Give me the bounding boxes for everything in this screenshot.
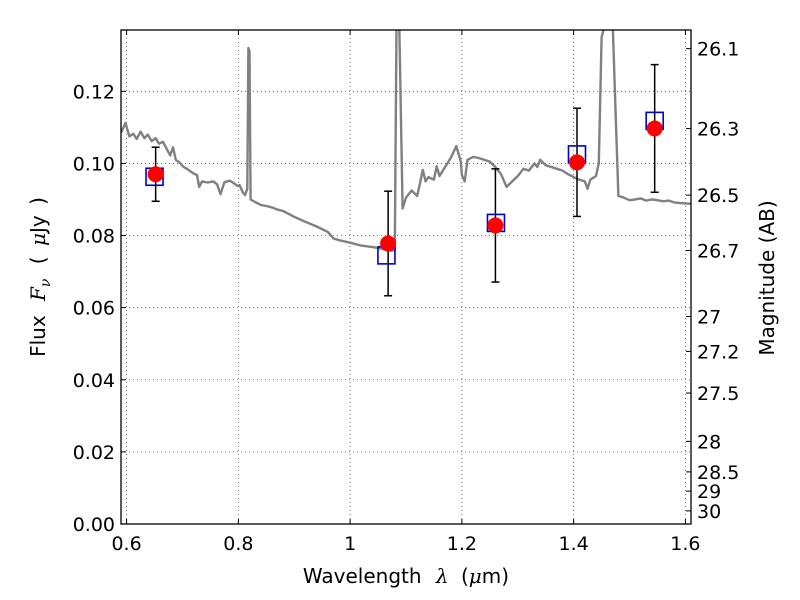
observed-point bbox=[569, 154, 585, 171]
y-axis-label-unit-rest: Jy bbox=[26, 215, 50, 235]
y-tick-label: 0.02 bbox=[73, 442, 115, 464]
svg-text:Flux Fν ( μJ: Flux Fν ( μJy ) bbox=[26, 197, 55, 357]
x-axis-label-unit-mu: μ bbox=[469, 564, 482, 588]
y2-axis-label: Magnitude (AB) bbox=[755, 200, 779, 355]
y-axis-label-unit-mu: μ bbox=[26, 233, 50, 246]
y2-tick-label: 26.3 bbox=[697, 119, 739, 141]
x-tick-label: 0.6 bbox=[111, 533, 141, 555]
y2-tick-label: 27.5 bbox=[697, 383, 739, 405]
x-axis-label-unit-open: ( bbox=[461, 564, 469, 588]
y2-tick-label: 28 bbox=[697, 431, 721, 453]
observed-point bbox=[380, 235, 397, 252]
y2-tick-label: 27.2 bbox=[697, 341, 739, 363]
observed-point bbox=[487, 217, 504, 234]
x-tick-label: 1 bbox=[344, 533, 356, 555]
y-tick-label: 0.04 bbox=[73, 370, 115, 392]
y-axis-label-prefix: Flux bbox=[26, 315, 50, 357]
x-axis-label-prefix: Wavelength bbox=[303, 564, 422, 588]
x-axis-label: Wavelength λ (μm) bbox=[303, 564, 509, 588]
y2-tick-label: 27 bbox=[697, 306, 721, 328]
y-axis-label: Flux Fν ( μJy ) bbox=[26, 197, 55, 357]
x-tick-label: 1.4 bbox=[559, 533, 589, 555]
y-axis-label-unit-close: ) bbox=[26, 197, 50, 205]
x-tick-label: 0.8 bbox=[223, 533, 253, 555]
observed-point bbox=[147, 166, 164, 183]
y2-tick-label: 28.5 bbox=[697, 462, 739, 484]
x-axis-label-unit-rest: m) bbox=[482, 564, 509, 588]
observed-flux-markers bbox=[147, 120, 663, 252]
y2-tick-label: 26.5 bbox=[697, 185, 739, 207]
y-tick-label: 0.06 bbox=[73, 298, 115, 320]
y-axis-label-unit-open: ( bbox=[26, 256, 50, 264]
model-spectrum bbox=[121, 30, 691, 252]
observed-point bbox=[646, 120, 663, 137]
y-axis-label-subscript: ν bbox=[38, 278, 54, 287]
y2-tick-label: 29 bbox=[697, 481, 721, 503]
y2-tick-label: 30 bbox=[697, 501, 721, 523]
y-axis-label-symbol: F bbox=[26, 286, 50, 302]
x-tick-label: 1.6 bbox=[670, 533, 700, 555]
y-tick-label: 0.08 bbox=[73, 226, 115, 248]
spectrum-line bbox=[121, 30, 691, 252]
x-axis-label-symbol: λ bbox=[435, 564, 449, 588]
y2-tick-label: 26.7 bbox=[697, 240, 739, 262]
plot-area bbox=[121, 30, 691, 524]
x-tick-label: 1.2 bbox=[447, 533, 477, 555]
y2-tick-label: 26.1 bbox=[697, 39, 739, 61]
plot-frame bbox=[120, 29, 692, 525]
y-tick-label: 0.12 bbox=[73, 81, 115, 103]
y-tick-label: 0.00 bbox=[73, 514, 115, 536]
axis-ticks: 0.6 0.8 1 1.2 1.4 1.6 0.00 0.02 0.04 0.06 0.08 0.10… bbox=[73, 30, 739, 555]
y-tick-label: 0.10 bbox=[73, 153, 115, 175]
